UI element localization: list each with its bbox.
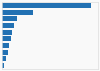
Bar <box>2 50 8 55</box>
Bar <box>2 63 4 68</box>
Bar <box>2 57 6 61</box>
Bar <box>2 23 14 28</box>
Bar <box>2 30 12 35</box>
Bar <box>2 10 33 14</box>
Bar <box>2 43 9 48</box>
Bar <box>2 3 91 8</box>
Bar <box>2 16 17 21</box>
Bar <box>2 36 11 41</box>
